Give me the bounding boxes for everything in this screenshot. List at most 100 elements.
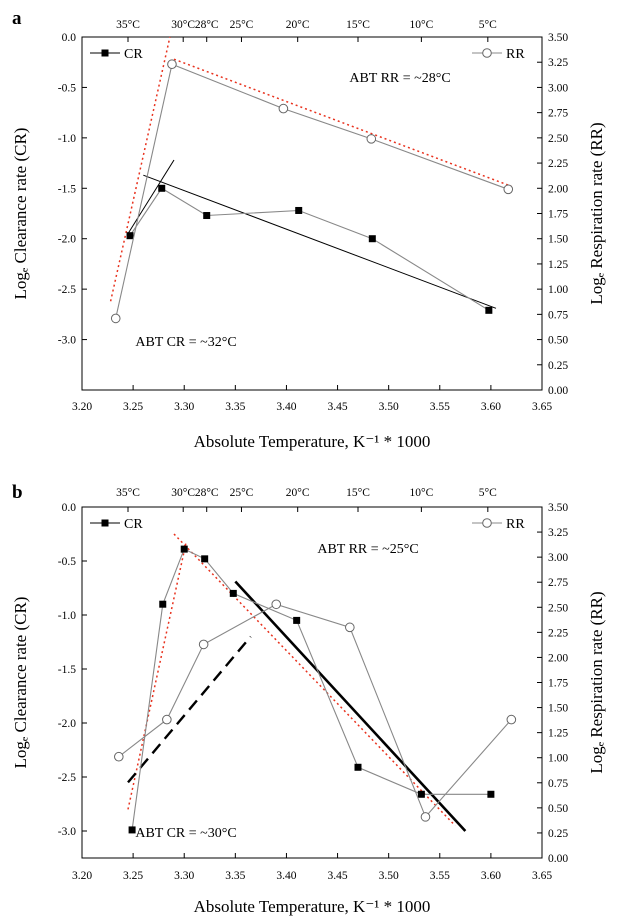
y-right-axis-label: Logₑ Respiration rate (RR) [587, 591, 606, 773]
y-right-tick-label: 2.50 [548, 602, 568, 614]
rr-point [366, 134, 377, 144]
fit-line-solid-thin [143, 174, 497, 309]
x-tick-label: 3.20 [72, 870, 92, 882]
annotation-abt-rr: ABT RR = ~25°C [317, 542, 418, 557]
fit-line-red-dotted [173, 58, 512, 187]
y-right-axis-label: Logₑ Respiration rate (RR) [587, 122, 606, 304]
top-temp-label: 28°C [195, 19, 219, 31]
x-tick-label: 3.35 [225, 401, 245, 413]
rr-point [503, 184, 514, 195]
annotation-abt-rr: ABT RR = ~28°C [349, 71, 450, 86]
y-right-tick-label: 2.00 [548, 652, 568, 664]
cr-point [487, 790, 495, 798]
y-right-tick-label: 3.25 [548, 57, 568, 69]
x-tick-label: 3.30 [174, 401, 194, 413]
y-left-tick-label: -0.5 [58, 556, 76, 568]
x-tick-label: 3.50 [379, 401, 399, 413]
series-line-rr [115, 63, 509, 319]
top-temp-label: 30°C [171, 19, 195, 31]
y-left-tick-label: -2.5 [58, 284, 76, 296]
top-temp-label: 20°C [286, 19, 310, 31]
fit-line-red-dotted [109, 36, 171, 302]
panel-label: b [12, 482, 23, 503]
cr-point [203, 212, 211, 220]
y-right-tick-label: 0.50 [548, 803, 568, 815]
y-right-tick-label: 0.50 [548, 335, 568, 347]
y-right-tick-label: 1.75 [548, 678, 568, 690]
rr-point [162, 714, 172, 725]
x-tick-label: 3.45 [327, 870, 347, 882]
panel-a: a 3.20 3.25 3.30 3.35 3.40 3.45 3.50 3.55 3.60 3.6… [11, 8, 606, 451]
top-temp-label: 10°C [409, 487, 433, 499]
legend-cr-label: CR [124, 47, 143, 62]
y-right-tick-label: 1.25 [548, 728, 568, 740]
x-tick-label: 3.20 [72, 401, 92, 413]
cr-point [201, 555, 209, 563]
y-right-tick-label: 1.75 [548, 209, 568, 221]
cr-point [295, 206, 303, 214]
rr-point [110, 313, 121, 324]
y-left-tick-label: -1.0 [58, 133, 76, 145]
y-right-tick-label: 0.00 [548, 385, 568, 397]
top-temp-label: 25°C [230, 19, 254, 31]
rr-point [420, 812, 431, 822]
y-left-tick-label: 0.0 [62, 502, 77, 514]
rr-point [506, 714, 517, 725]
y-right-tick-label: 3.50 [548, 502, 568, 514]
y-right-tick-label: 2.50 [548, 133, 568, 145]
y-right-tick-label: 1.00 [548, 753, 568, 765]
y-right-tick-label: 2.25 [548, 627, 568, 639]
annotation-abt-cr: ABT CR = ~32°C [135, 335, 236, 350]
legend-rr-label: RR [506, 517, 525, 532]
y-left-tick-label: -1.5 [58, 664, 76, 676]
fit-line-dashed-thick [127, 635, 252, 784]
rr-point [114, 751, 124, 762]
x-tick-label: 3.35 [225, 870, 245, 882]
y-right-tick-label: 1.50 [548, 703, 568, 715]
cr-point [485, 306, 493, 314]
fit-line-red-dotted [127, 541, 187, 810]
y-left-axis-label: Logₑ Clearance rate (CR) [11, 597, 30, 769]
y-right-tick-label: 3.00 [548, 82, 568, 94]
top-temp-label: 30°C [171, 487, 195, 499]
y-left-tick-label: -2.0 [58, 234, 76, 246]
y-left-tick-label: -0.5 [58, 82, 76, 94]
x-tick-label: 3.25 [123, 401, 143, 413]
x-tick-label: 3.65 [532, 401, 552, 413]
y-right-tick-label: 0.00 [548, 853, 568, 865]
y-right-tick-label: 3.00 [548, 552, 568, 564]
y-right-tick-label: 0.75 [548, 309, 568, 321]
y-right-tick-label: 2.75 [548, 577, 568, 589]
y-left-tick-label: -3.0 [58, 826, 76, 838]
y-right-tick-label: 2.75 [548, 108, 568, 120]
x-axis-label: Absolute Temperature, K⁻¹ * 1000 [194, 897, 431, 916]
y-right-tick-label: 3.50 [548, 32, 568, 44]
top-temp-label: 28°C [195, 487, 219, 499]
x-tick-label: 3.55 [430, 870, 450, 882]
cr-point [128, 826, 136, 834]
fit-line-solid-thick [234, 580, 467, 832]
y-left-tick-label: -2.5 [58, 772, 76, 784]
y-right-tick-label: 0.75 [548, 778, 568, 790]
cr-point [417, 790, 425, 798]
legend-cr-label: CR [124, 517, 143, 532]
y-left-tick-label: -2.0 [58, 718, 76, 730]
panel-b: b 3.20 3.25 3.30 3.35 3.40 3.45 3.50 3.55 3.60 3.6… [11, 482, 606, 916]
rr-point [278, 103, 289, 114]
rr-point [198, 639, 209, 650]
legend-cr-marker [101, 519, 109, 527]
top-temp-label: 35°C [116, 487, 140, 499]
cr-point [158, 184, 166, 192]
rr-point [271, 599, 282, 610]
top-temp-label: 5°C [479, 487, 497, 499]
series-line-cr [131, 548, 491, 830]
x-tick-label: 3.60 [481, 401, 501, 413]
x-tick-label: 3.40 [276, 870, 296, 882]
top-temp-label: 15°C [346, 487, 370, 499]
cr-point [368, 235, 376, 243]
y-right-tick-label: 3.25 [548, 527, 568, 539]
x-tick-label: 3.40 [276, 401, 296, 413]
rr-point [345, 622, 355, 633]
y-right-tick-label: 1.00 [548, 284, 568, 296]
